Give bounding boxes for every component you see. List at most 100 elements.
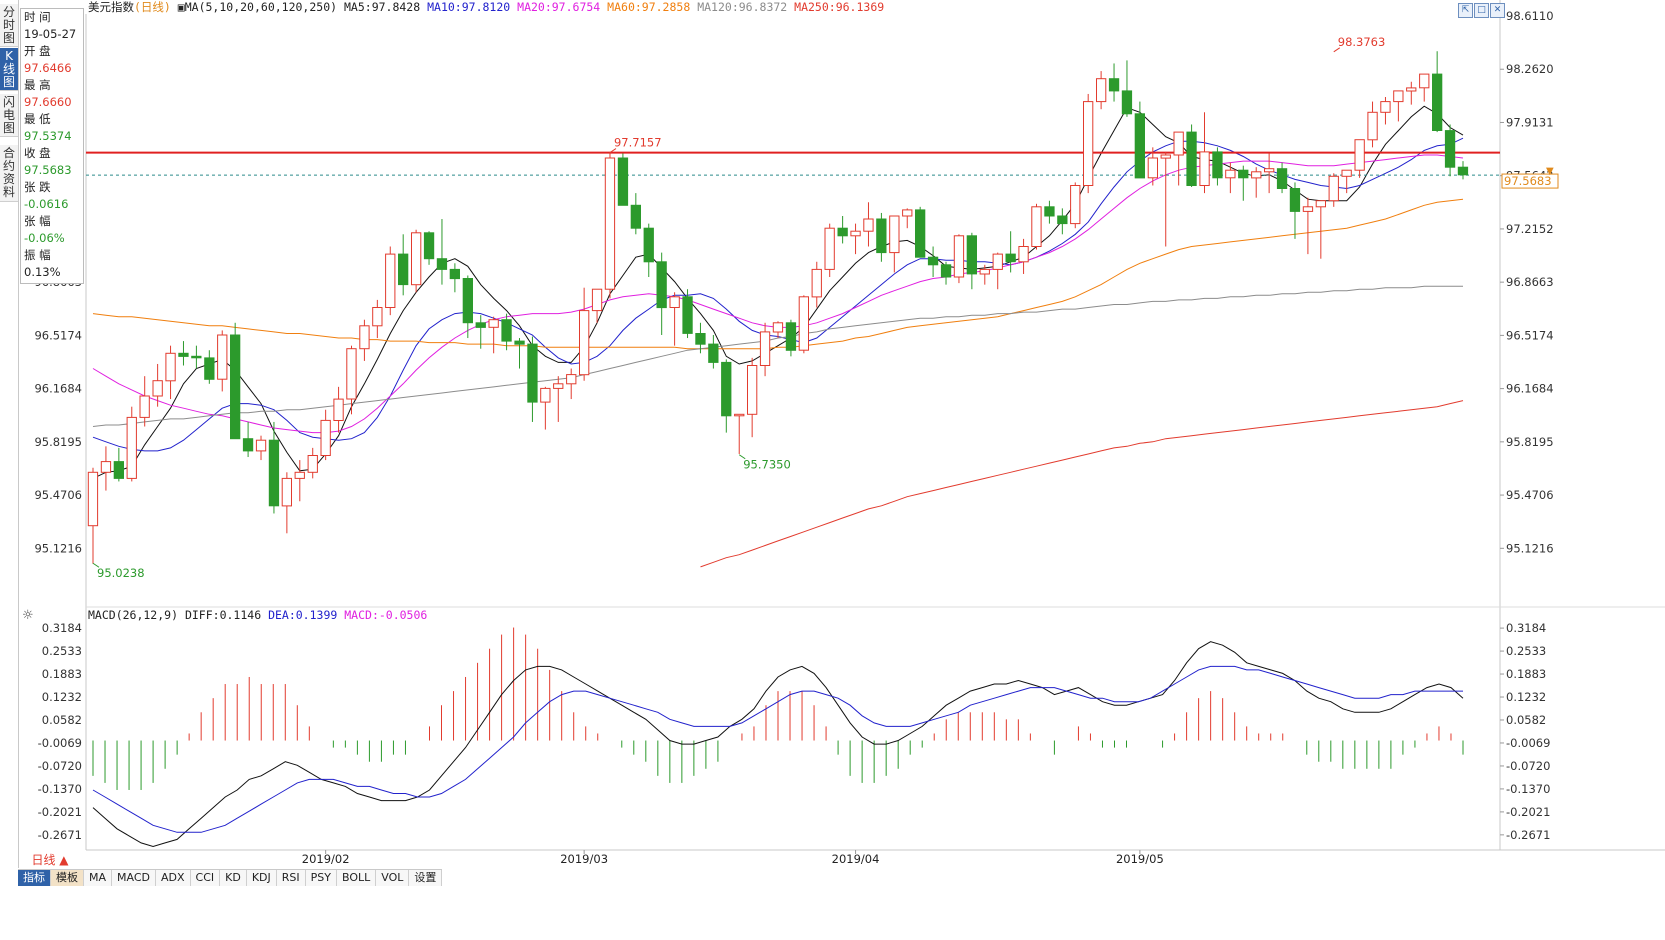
candle-body (656, 261, 667, 309)
y-tick-label: 95.1216 (1506, 541, 1554, 555)
indicator-tab[interactable]: VOL (376, 870, 410, 886)
macd-y-tick-label-left: -0.0720 (38, 759, 82, 773)
close-icon[interactable]: ✕ (1490, 3, 1505, 18)
candle-body (889, 215, 900, 254)
candle-body (1044, 206, 1055, 217)
tab-contract-info[interactable]: 合约资料 (0, 145, 18, 202)
window-tools: ⇱ □ ✕ (1458, 1, 1506, 18)
indicator-tab[interactable]: 设置 (409, 870, 443, 886)
annotation-label: 95.7350 (743, 458, 791, 472)
candle-body (1406, 87, 1417, 92)
candle-body (411, 232, 422, 286)
candle-body (1302, 206, 1314, 212)
tab-timeshare[interactable]: 分时图 (0, 4, 18, 47)
macd-params: MACD(26,12,9) (88, 608, 179, 622)
tab-kline[interactable]: K线图 (0, 48, 18, 91)
indicator-tab[interactable]: KDJ (246, 870, 277, 886)
macd-y-tick-label: 0.0582 (1506, 713, 1546, 727)
y-tick-label-left: 96.5174 (34, 328, 82, 342)
candle-body (669, 296, 680, 308)
indicator-tab[interactable]: KD (220, 870, 247, 886)
ma20-value: MA20:97.6754 (517, 0, 601, 14)
candle-body (462, 278, 474, 324)
candle-body (1367, 111, 1378, 141)
change-label: 张 跌 (24, 180, 51, 194)
close-label: 收 盘 (24, 146, 51, 160)
candle-body (1457, 166, 1469, 176)
ma10-value: MA10:97.8120 (427, 0, 511, 14)
candle-body (1238, 169, 1249, 179)
x-tick-label: 2019/04 (832, 852, 880, 866)
candle-body (359, 325, 370, 350)
high-value: 97.6660 (24, 95, 72, 109)
candle-body (165, 352, 176, 382)
candle-body (824, 227, 835, 270)
y-tick-label: 96.1684 (1506, 382, 1554, 396)
candle-body (708, 343, 719, 363)
macd-diff-value: DIFF:0.1146 (184, 608, 262, 622)
candle-body (449, 268, 461, 280)
macd-y-tick-label: 0.1883 (1506, 667, 1546, 681)
candle-body (927, 256, 939, 266)
candle-body (488, 319, 499, 328)
time-value: 19-05-27 (24, 27, 77, 41)
candle-body (1393, 90, 1404, 103)
indicator-tab[interactable]: 模板 (51, 870, 84, 886)
candle-body (320, 419, 331, 456)
maximize-icon[interactable]: □ (1474, 3, 1489, 18)
indicator-tab[interactable]: RSI (276, 870, 306, 886)
indicator-tab[interactable]: MACD (112, 870, 156, 886)
open-value: 97.6466 (24, 61, 72, 75)
candle-body (204, 357, 215, 380)
indicator-tab[interactable]: MA (84, 870, 113, 886)
ma-line-ma60 (92, 198, 1464, 350)
ma-params[interactable]: MA(5,10,20,60,120,250) (184, 0, 338, 14)
low-value: 97.5374 (24, 129, 72, 143)
info-panel: 时 间 19-05-27 开 盘 97.6466 最 高 97.6660 最 低… (20, 8, 84, 284)
candle-body (1354, 139, 1365, 171)
high-label: 最 高 (24, 78, 51, 92)
candle-body (902, 209, 913, 217)
restore-icon[interactable]: ⇱ (1458, 3, 1473, 18)
macd-y-tick-label-left: 0.1883 (42, 667, 82, 681)
candle-body (1108, 78, 1120, 92)
candle-body (423, 232, 435, 260)
candle-body (385, 253, 396, 309)
ma-line-ma250 (700, 400, 1464, 568)
indicator-tab[interactable]: BOLL (336, 870, 377, 886)
annotation-label: 97.7157 (614, 136, 662, 150)
tab-flash-chart[interactable]: 闪电图 (0, 94, 18, 137)
y-tick-label: 98.2620 (1506, 62, 1554, 76)
candle-body (1315, 200, 1326, 208)
macd-y-tick-label: -0.0069 (1506, 736, 1550, 750)
price-arrow-icon: ▼ (1546, 166, 1554, 177)
candle-body (1186, 131, 1197, 187)
x-tick-label: 2019/02 (302, 852, 350, 866)
candle-body (1096, 78, 1107, 103)
y-tick-label: 96.8663 (1506, 275, 1554, 289)
annotation-label: 95.0238 (97, 566, 145, 580)
candle-body (501, 319, 512, 342)
settings-gear-icon[interactable]: ☼ (22, 608, 34, 623)
candle-body (242, 438, 254, 452)
indicator-tab[interactable]: ADX (156, 870, 191, 886)
candle-body (863, 218, 874, 232)
candle-body (514, 340, 525, 345)
candle-body (1276, 168, 1288, 189)
candle-body (695, 333, 706, 345)
candle-body (217, 334, 228, 380)
x-tick-label: 2019/05 (1116, 852, 1164, 866)
candle-body (100, 461, 112, 473)
indicator-tab[interactable]: CCI (190, 870, 221, 886)
period-button[interactable]: 日线 ▲ (31, 853, 69, 867)
candle-body (1264, 168, 1275, 173)
ma-toggle-icon[interactable]: ▣ (177, 0, 185, 14)
candle-body (591, 288, 603, 312)
indicator-tab[interactable]: 指标 (18, 870, 51, 886)
pct-value: -0.06% (24, 231, 65, 245)
period-label[interactable]: (日线) (134, 0, 171, 14)
indicator-tab[interactable]: PSY (305, 870, 337, 886)
y-tick-label: 96.5174 (1506, 328, 1554, 342)
annotation-pointer (1333, 47, 1341, 53)
